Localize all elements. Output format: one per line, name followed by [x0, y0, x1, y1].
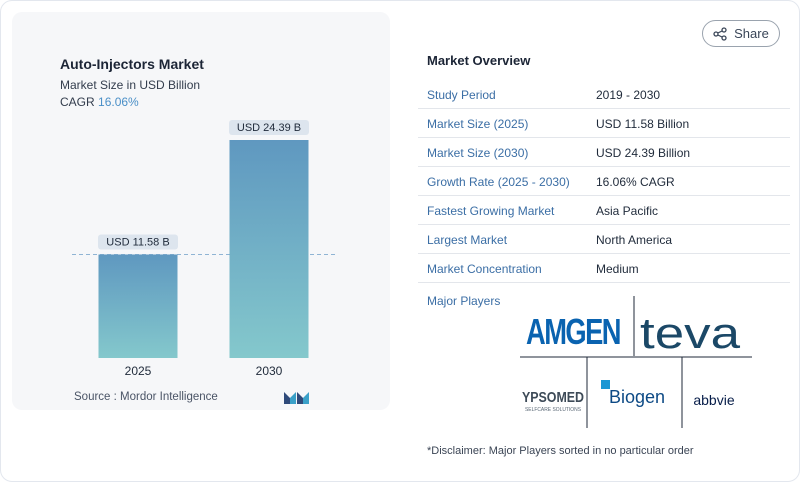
x-tick-2030: 2030: [256, 364, 283, 378]
overview-key: Market Concentration: [427, 262, 542, 276]
overview-value: 2019 - 2030: [596, 88, 661, 102]
bar-2025: [98, 254, 178, 358]
overview-value: USD 11.58 Billion: [596, 117, 690, 131]
chart-card: [12, 12, 390, 410]
overview-key: Market Size (2025): [427, 117, 529, 131]
share-label: Share: [734, 26, 769, 41]
major-players-label: Major Players: [427, 294, 501, 308]
overview-row-growth-rate: Growth Rate (2025 - 2030) 16.06% CAGR: [418, 167, 790, 196]
overview-value: Asia Pacific: [596, 204, 659, 218]
share-button[interactable]: Share: [702, 20, 780, 47]
overview-value: 16.06% CAGR: [596, 175, 675, 189]
share-icon: [713, 26, 727, 41]
overview-key: Growth Rate (2025 - 2030): [427, 175, 570, 189]
chart-subtitle: Market Size in USD Billion: [60, 78, 201, 92]
overview-row-largest-market: Largest Market North America: [418, 225, 790, 254]
x-tick-2025: 2025: [125, 364, 152, 378]
overview-row-concentration: Market Concentration Medium: [418, 254, 790, 283]
overview-title: Market Overview: [427, 53, 531, 68]
overview-value: Medium: [596, 262, 639, 276]
overview-row-fastest-growing: Fastest Growing Market Asia Pacific: [418, 196, 790, 225]
disclaimer: *Disclaimer: Major Players sorted in no …: [427, 445, 694, 457]
overview-key: Largest Market: [427, 233, 508, 247]
bar-chart: USD 11.58 B 2025 USD 24.39 B 2030: [72, 120, 336, 378]
data-label-bg: [98, 234, 178, 250]
mordor-logo-icon: [284, 392, 309, 404]
overview-value: North America: [596, 233, 673, 247]
chart-title: Auto-Injectors Market: [60, 56, 204, 72]
cagr-value: 16.06%: [98, 95, 139, 109]
bar-2030: [229, 140, 309, 358]
overview-row-study-period: Study Period 2019 - 2030: [418, 80, 790, 109]
overview-key: Market Size (2030): [427, 146, 529, 160]
overview-value: USD 24.39 Billion: [596, 146, 691, 160]
data-label-2025: USD 11.58 B: [106, 236, 169, 248]
chart-cagr: CAGR 16.06%: [60, 95, 139, 109]
cagr-label: CAGR: [60, 95, 95, 109]
overview-key: Study Period: [427, 88, 496, 102]
chart-source: Source : Mordor Intelligence: [74, 391, 218, 403]
overview-row-market-size-2030: Market Size (2030) USD 24.39 Billion: [418, 138, 790, 167]
data-label-bg: [229, 120, 309, 135]
overview-key: Fastest Growing Market: [427, 204, 555, 218]
overview-row-market-size-2025: Market Size (2025) USD 11.58 Billion: [418, 109, 790, 138]
data-label-2030: USD 24.39 B: [237, 122, 301, 134]
